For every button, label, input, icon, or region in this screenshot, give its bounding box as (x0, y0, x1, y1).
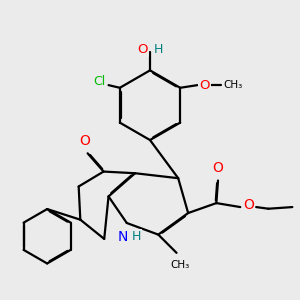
Text: O: O (80, 134, 90, 148)
Text: H: H (131, 230, 141, 243)
Text: O: O (213, 161, 224, 175)
Text: O: O (137, 43, 148, 56)
Text: N: N (118, 230, 128, 244)
Text: CH₃: CH₃ (223, 80, 243, 90)
Text: CH₃: CH₃ (170, 260, 190, 271)
Text: O: O (243, 198, 254, 212)
Text: H: H (154, 43, 163, 56)
Text: O: O (200, 79, 210, 92)
Text: Cl: Cl (93, 75, 105, 88)
